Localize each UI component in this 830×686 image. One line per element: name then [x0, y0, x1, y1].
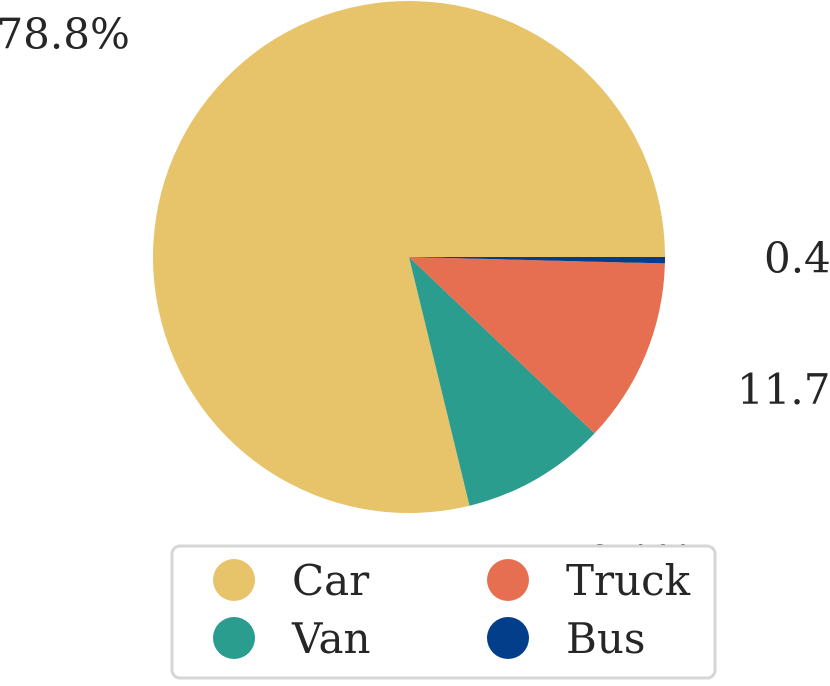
- legend-marker-truck: [487, 559, 529, 601]
- pie-slice-van: [409, 257, 595, 506]
- pie-slice-bus: [409, 257, 665, 264]
- pct-label-bus: 0.4%: [764, 233, 830, 282]
- pie-slices: [153, 0, 666, 513]
- legend-marker-van: [213, 617, 255, 659]
- pct-label-car: 78.8%: [0, 10, 130, 59]
- legend-label-bus: Bus: [566, 614, 645, 663]
- legend-marker-bus: [487, 617, 529, 659]
- legend: Car Truck Van Bus: [170, 544, 717, 680]
- legend-marker-car: [213, 559, 255, 601]
- legend-frame: [170, 544, 717, 680]
- legend-label-truck: Truck: [566, 556, 691, 605]
- pie-slice-truck: [409, 257, 665, 434]
- legend-label-car: Car: [292, 556, 370, 605]
- legend-label-van: Van: [291, 614, 371, 663]
- pct-label-truck: 11.7%: [737, 365, 830, 414]
